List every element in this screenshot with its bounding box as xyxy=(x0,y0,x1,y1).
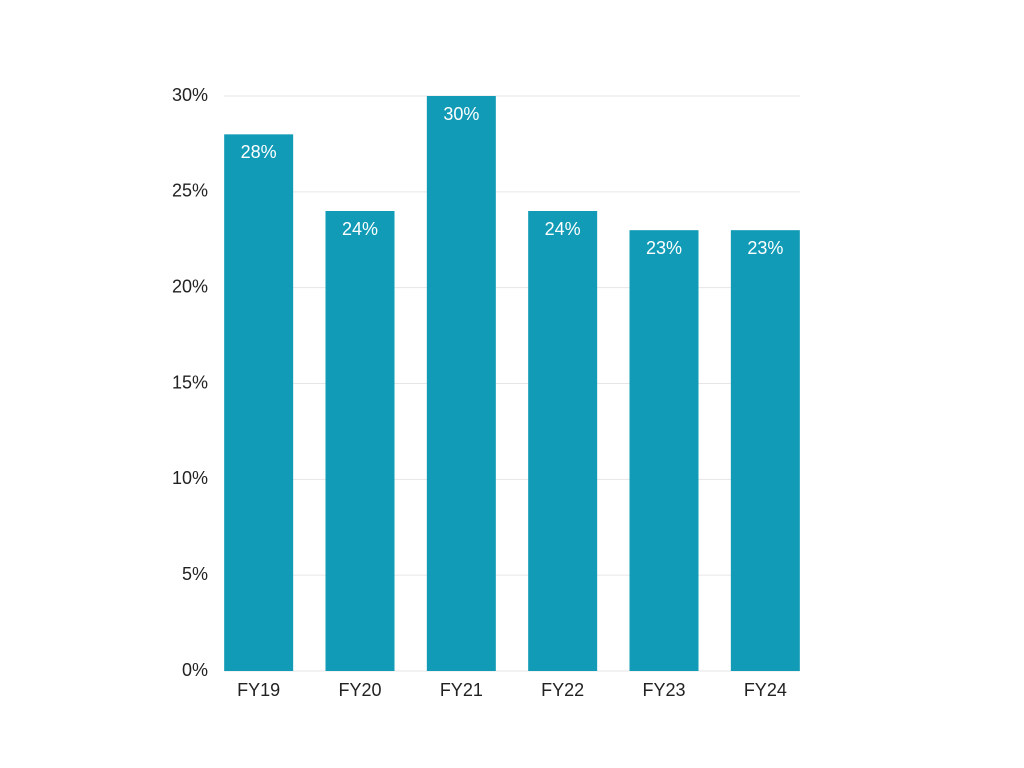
value-label: 23% xyxy=(747,238,783,258)
x-tick-label: FY21 xyxy=(440,680,483,700)
x-tick-label: FY22 xyxy=(541,680,584,700)
bar xyxy=(730,230,800,671)
bar xyxy=(325,211,395,671)
bar xyxy=(528,211,598,671)
bar xyxy=(426,96,496,671)
y-tick-label: 10% xyxy=(172,468,208,488)
value-label: 24% xyxy=(545,219,581,239)
value-label: 24% xyxy=(342,219,378,239)
x-tick-label: FY20 xyxy=(338,680,381,700)
y-tick-label: 30% xyxy=(172,85,208,105)
y-tick-label: 0% xyxy=(182,660,208,680)
x-tick-label: FY24 xyxy=(744,680,787,700)
x-tick-label: FY23 xyxy=(642,680,685,700)
x-tick-label: FY19 xyxy=(237,680,280,700)
bar xyxy=(629,230,699,671)
y-tick-label: 25% xyxy=(172,181,208,201)
bar xyxy=(224,134,294,672)
value-label: 30% xyxy=(443,104,479,124)
value-label: 28% xyxy=(241,142,277,162)
y-tick-label: 15% xyxy=(172,372,208,392)
y-tick-label: 5% xyxy=(182,564,208,584)
y-tick-label: 20% xyxy=(172,276,208,296)
value-label: 23% xyxy=(646,238,682,258)
